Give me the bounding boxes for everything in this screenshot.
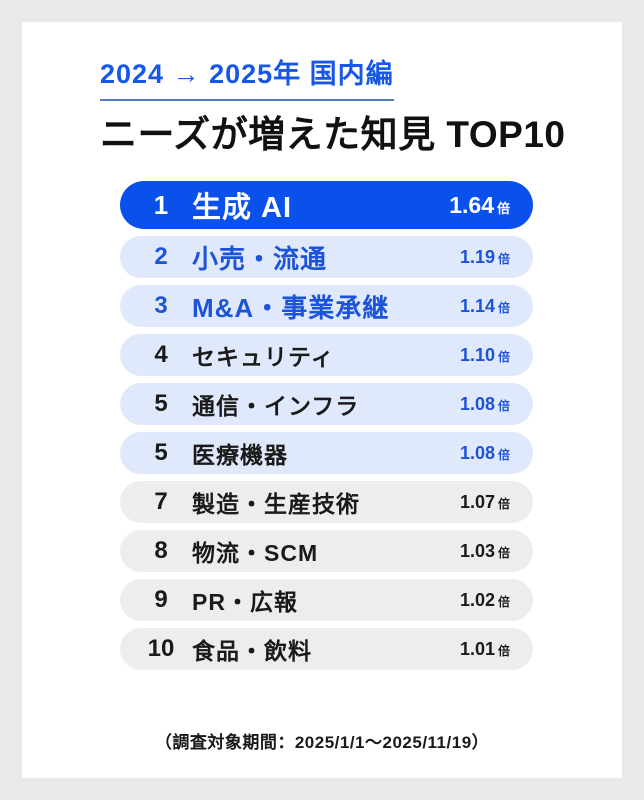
page-title: ニーズが増えた知見 TOP10 [100, 114, 566, 155]
multiplier-value: 1.08 倍 [460, 443, 510, 464]
multiplier-unit: 倍 [497, 251, 510, 266]
period-subtitle: 2024 → 2025年 国内編 [100, 58, 394, 101]
ranking-row: 7 製造・生産技術 1.07 倍 [120, 481, 533, 523]
multiplier-number: 1.08 [459, 393, 495, 414]
multiplier-value: 1.19 倍 [460, 247, 510, 268]
multiplier-number: 1.02 [459, 589, 495, 610]
rank-number: 9 [154, 586, 168, 613]
ranking-list: 1 生成 AI 1.64 倍 2 小売・流通 1.19 倍 3 M&A・事業承継 1… [120, 181, 533, 670]
multiplier-value: 1.01 倍 [460, 639, 510, 660]
rank-number: 3 [154, 292, 168, 319]
rank-number: 10 [147, 635, 175, 662]
multiplier-unit: 倍 [497, 643, 510, 658]
rank-number: 8 [154, 537, 168, 564]
rank-number: 5 [154, 439, 168, 466]
multiplier-unit: 倍 [496, 200, 510, 216]
ranking-row: 1 生成 AI 1.64 倍 [120, 181, 533, 229]
multiplier-number: 1.19 [459, 246, 495, 267]
multiplier-number: 1.14 [459, 295, 495, 316]
ranking-row: 5 通信・インフラ 1.08 倍 [120, 383, 533, 425]
category-label: 製造・生産技術 [192, 491, 360, 517]
ranking-row: 3 M&A・事業承継 1.14 倍 [120, 285, 533, 327]
multiplier-value: 1.07 倍 [460, 492, 510, 513]
multiplier-unit: 倍 [497, 447, 510, 462]
survey-period-note: （調査対象期間：2025/1/1～2025/11/19） [154, 733, 490, 752]
multiplier-unit: 倍 [497, 300, 510, 315]
ranking-row: 5 医療機器 1.08 倍 [120, 432, 533, 474]
multiplier-number: 1.03 [459, 540, 495, 561]
infographic-card: 2024 → 2025年 国内編 ニーズが増えた知見 TOP10 1 生成 AI… [22, 22, 622, 778]
multiplier-value: 1.10 倍 [460, 345, 510, 366]
ranking-row: 4 セキュリティ 1.10 倍 [120, 334, 533, 376]
multiplier-number: 1.07 [459, 491, 495, 512]
category-label: M&A・事業承継 [192, 292, 390, 323]
multiplier-number: 1.10 [459, 344, 495, 365]
rank-number: 2 [154, 243, 168, 270]
header: 2024 → 2025年 国内編 ニーズが増えた知見 TOP10 [100, 58, 622, 157]
multiplier-value: 1.02 倍 [460, 590, 510, 611]
multiplier-unit: 倍 [497, 594, 510, 609]
multiplier-unit: 倍 [497, 545, 510, 560]
rank-number: 7 [154, 488, 168, 515]
category-label: PR・広報 [192, 589, 298, 615]
multiplier-number: 1.08 [459, 442, 495, 463]
rank-number: 4 [154, 341, 168, 368]
ranking-row: 9 PR・広報 1.02 倍 [120, 579, 533, 621]
category-label: 生成 AI [192, 192, 293, 224]
category-label: 通信・インフラ [192, 393, 360, 419]
rank-number: 1 [153, 189, 169, 220]
multiplier-value: 1.64 倍 [449, 192, 510, 219]
multiplier-unit: 倍 [497, 496, 510, 511]
category-label: 医療機器 [192, 442, 288, 468]
multiplier-value: 1.14 倍 [460, 296, 510, 317]
ranking-row: 2 小売・流通 1.19 倍 [120, 236, 533, 278]
multiplier-number: 1.64 [449, 191, 494, 218]
ranking-row: 8 物流・SCM 1.03 倍 [120, 530, 533, 572]
multiplier-unit: 倍 [497, 349, 510, 364]
multiplier-unit: 倍 [497, 398, 510, 413]
category-label: 物流・SCM [192, 540, 319, 566]
multiplier-value: 1.03 倍 [460, 541, 510, 562]
rank-number: 5 [154, 390, 168, 417]
multiplier-number: 1.01 [459, 638, 495, 659]
category-label: セキュリティ [192, 344, 335, 370]
ranking-row: 10 食品・飲料 1.01 倍 [120, 628, 533, 670]
category-label: 食品・飲料 [192, 638, 312, 664]
category-label: 小売・流通 [192, 243, 328, 274]
multiplier-value: 1.08 倍 [460, 394, 510, 415]
